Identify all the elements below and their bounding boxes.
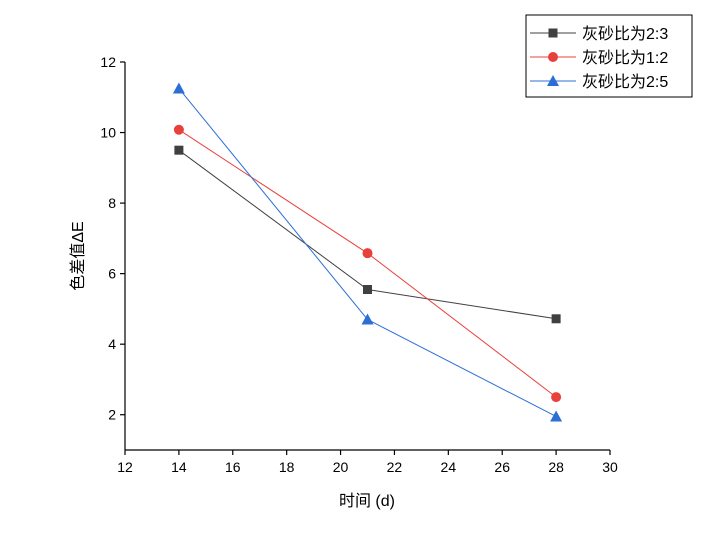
x-tick-label: 22 [387,459,403,475]
data-point [551,314,561,324]
y-tick-label: 8 [108,195,116,211]
legend-label: 灰砂比为2:5 [582,73,668,91]
data-point [362,248,373,259]
y-tick-label: 6 [108,266,116,282]
legend-label: 灰砂比为1:2 [582,49,668,67]
data-point [172,82,185,94]
data-point [550,410,563,422]
legend-entry: 灰砂比为1:2 [530,49,668,67]
legend-label: 灰砂比为2:3 [582,25,668,43]
data-point [361,313,374,325]
data-point [173,124,184,135]
legend-entry: 灰砂比为2:3 [530,25,668,43]
x-tick-label: 12 [117,459,133,475]
y-tick-label: 4 [108,336,116,352]
x-axis-title: 时间 (d) [339,492,395,510]
legend-marker [548,28,558,38]
y-axis-title: 色差值ΔE [69,221,87,290]
legend: 灰砂比为2:3 灰砂比为1:2 灰砂比为2:5 [525,14,693,98]
x-tick-label: 20 [333,459,349,475]
series-line [178,129,557,398]
x-tick-label: 14 [171,459,187,475]
series-3 [172,82,563,422]
y-tick-label: 12 [100,54,116,70]
legend-marker [548,52,558,62]
x-tick-label: 24 [441,459,457,475]
legend-marker [547,75,559,86]
x-tick-label: 28 [548,459,564,475]
x-ticks: 12 14 16 18 20 22 24 26 28 30 [117,450,618,475]
y-ticks: 2 4 6 8 10 12 [100,54,125,423]
series-1 [174,145,561,324]
x-tick-label: 26 [494,459,510,475]
y-tick-label: 10 [100,125,116,141]
series-2 [173,124,562,403]
data-point [174,145,184,155]
data-point [551,392,562,403]
x-tick-label: 30 [602,459,618,475]
data-point [363,285,372,295]
series-layer [172,82,563,422]
y-tick-label: 2 [108,407,116,423]
axes [124,62,610,451]
legend-entry: 灰砂比为2:5 [530,73,668,91]
x-tick-label: 18 [279,459,295,475]
x-tick-label: 16 [225,459,241,475]
